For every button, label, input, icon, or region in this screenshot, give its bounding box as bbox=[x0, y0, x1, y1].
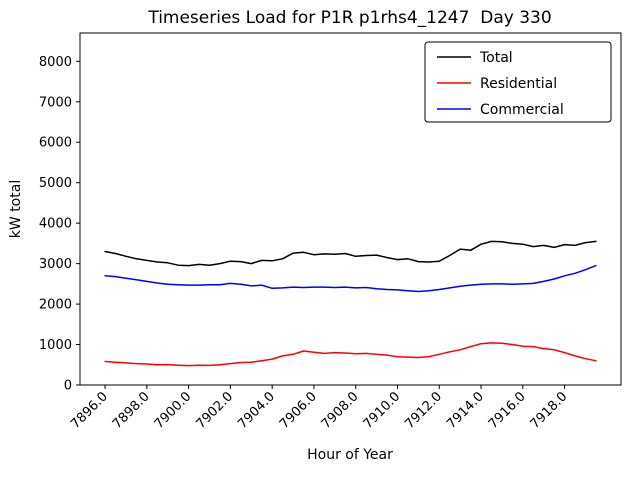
x-tick-label: 7898.0 bbox=[110, 389, 153, 432]
y-tick-label: 6000 bbox=[39, 136, 72, 151]
y-tick-label: 7000 bbox=[39, 95, 72, 110]
legend: Total Residential Commercial bbox=[424, 41, 612, 123]
x-tick-label: 7908.0 bbox=[319, 389, 362, 432]
x-tick-label: 7914.0 bbox=[444, 389, 487, 432]
x-tick-label: 7896.0 bbox=[68, 389, 111, 432]
y-tick-label: 1000 bbox=[39, 338, 72, 353]
legend-box bbox=[424, 41, 612, 123]
legend-label-residential: Residential bbox=[480, 76, 557, 92]
x-tick-label: 7902.0 bbox=[193, 389, 236, 432]
x-tick-label: 7900.0 bbox=[152, 389, 195, 432]
series-line-commercial bbox=[104, 264, 597, 293]
chart-title: Timeseries Load for P1R p1rhs4_1247 Day … bbox=[147, 8, 551, 28]
x-tick-label: 7918.0 bbox=[528, 389, 571, 432]
y-tick-label: 3000 bbox=[39, 257, 72, 272]
x-tick-label: 7910.0 bbox=[361, 389, 404, 432]
series-line-total bbox=[104, 240, 597, 267]
y-tick-label: 8000 bbox=[39, 55, 72, 70]
axes-frame bbox=[79, 32, 622, 386]
x-tick-label: 7912.0 bbox=[402, 389, 445, 432]
x-tick-label: 7916.0 bbox=[486, 389, 529, 432]
legend-label-total: Total bbox=[479, 50, 513, 66]
series-line-residential bbox=[104, 342, 597, 367]
y-tick-label: 0 bbox=[64, 379, 72, 394]
x-tick-label: 7906.0 bbox=[277, 389, 320, 432]
y-tick-label: 2000 bbox=[39, 298, 72, 313]
y-tick-label: 4000 bbox=[39, 217, 72, 232]
y-tick-label: 5000 bbox=[39, 176, 72, 191]
x-tick-label: 7904.0 bbox=[235, 389, 278, 432]
y-axis-label: kW total bbox=[8, 180, 24, 238]
x-axis-label: Hour of Year bbox=[307, 447, 393, 463]
legend-label-commercial: Commercial bbox=[480, 102, 564, 118]
plot-area: 7896.07898.07900.07902.07904.07906.07908… bbox=[39, 32, 622, 432]
